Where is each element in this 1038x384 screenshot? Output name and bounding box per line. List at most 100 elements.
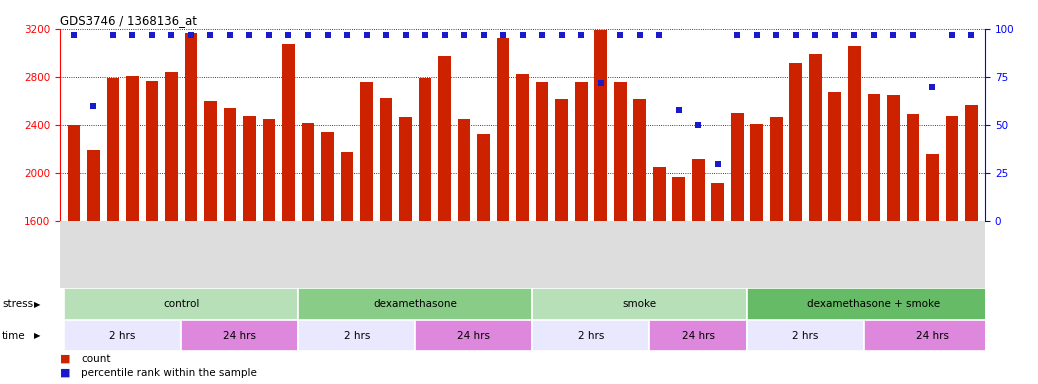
Point	[417, 32, 434, 38]
Point	[651, 32, 667, 38]
Bar	[438, 56, 450, 221]
Point	[593, 80, 609, 86]
Text: ■: ■	[60, 368, 71, 378]
Text: percentile rank within the sample: percentile rank within the sample	[81, 368, 256, 378]
Point	[963, 32, 980, 38]
Text: 24 hrs: 24 hrs	[458, 331, 490, 341]
Point	[475, 32, 492, 38]
Bar	[263, 119, 275, 221]
Point	[202, 32, 219, 38]
Point	[241, 32, 257, 38]
Point	[320, 32, 336, 38]
Bar	[653, 167, 665, 221]
Bar	[809, 55, 822, 221]
Bar	[595, 30, 607, 221]
Text: ▶: ▶	[34, 300, 40, 309]
Point	[338, 32, 355, 38]
Text: 24 hrs: 24 hrs	[223, 331, 256, 341]
Point	[65, 32, 82, 38]
Point	[378, 32, 394, 38]
Bar	[906, 114, 920, 221]
Bar	[87, 151, 100, 221]
Point	[163, 32, 180, 38]
Bar	[965, 105, 978, 221]
Point	[222, 32, 239, 38]
Point	[885, 32, 902, 38]
Bar	[415, 320, 532, 351]
Point	[183, 32, 199, 38]
Bar	[532, 320, 650, 351]
Bar	[946, 116, 958, 221]
Point	[807, 32, 823, 38]
Bar	[828, 92, 841, 221]
Point	[573, 32, 590, 38]
Bar	[613, 82, 627, 221]
Bar	[747, 320, 864, 351]
Bar	[418, 78, 432, 221]
Point	[768, 32, 785, 38]
Point	[553, 32, 570, 38]
Point	[944, 32, 960, 38]
Bar	[575, 82, 588, 221]
Text: ■: ■	[60, 354, 71, 364]
Point	[105, 32, 121, 38]
Bar	[204, 101, 217, 221]
Point	[846, 32, 863, 38]
Bar	[107, 78, 119, 221]
Bar	[770, 117, 783, 221]
Bar	[532, 288, 747, 320]
Bar	[536, 82, 548, 221]
Bar	[321, 132, 334, 221]
Point	[671, 107, 687, 113]
Point	[143, 32, 160, 38]
Point	[456, 32, 472, 38]
Point	[495, 32, 512, 38]
Bar	[223, 108, 237, 221]
Text: ▶: ▶	[34, 331, 40, 340]
Bar	[185, 33, 197, 221]
Bar	[64, 320, 182, 351]
Point	[729, 32, 745, 38]
Point	[534, 32, 550, 38]
Point	[300, 32, 317, 38]
Point	[904, 32, 921, 38]
Point	[261, 32, 277, 38]
Bar	[400, 117, 412, 221]
Point	[514, 32, 530, 38]
Text: stress: stress	[2, 299, 33, 309]
Point	[611, 32, 628, 38]
Point	[866, 32, 882, 38]
Bar	[302, 123, 315, 221]
Text: smoke: smoke	[623, 299, 657, 309]
Text: 2 hrs: 2 hrs	[109, 331, 136, 341]
Bar	[673, 177, 685, 221]
Point	[631, 32, 648, 38]
Bar	[747, 288, 1001, 320]
Text: dexamethasone + smoke: dexamethasone + smoke	[808, 299, 940, 309]
Text: control: control	[163, 299, 199, 309]
Bar	[182, 320, 298, 351]
Bar	[126, 76, 139, 221]
Bar	[243, 116, 255, 221]
Bar	[711, 183, 725, 221]
Point	[709, 161, 726, 167]
Bar	[692, 159, 705, 221]
Point	[690, 122, 707, 128]
Bar	[282, 44, 295, 221]
Text: dexamethasone: dexamethasone	[374, 299, 458, 309]
Point	[788, 32, 804, 38]
Text: 2 hrs: 2 hrs	[792, 331, 819, 341]
Bar	[848, 46, 861, 221]
Text: 2 hrs: 2 hrs	[344, 331, 370, 341]
Text: 24 hrs: 24 hrs	[916, 331, 949, 341]
Bar	[790, 63, 802, 221]
Bar	[555, 99, 568, 221]
Point	[125, 32, 141, 38]
Point	[280, 32, 297, 38]
Bar	[340, 152, 353, 221]
Bar	[633, 99, 646, 221]
Bar	[67, 125, 80, 221]
Bar	[298, 288, 532, 320]
Text: 24 hrs: 24 hrs	[682, 331, 715, 341]
Point	[398, 32, 414, 38]
